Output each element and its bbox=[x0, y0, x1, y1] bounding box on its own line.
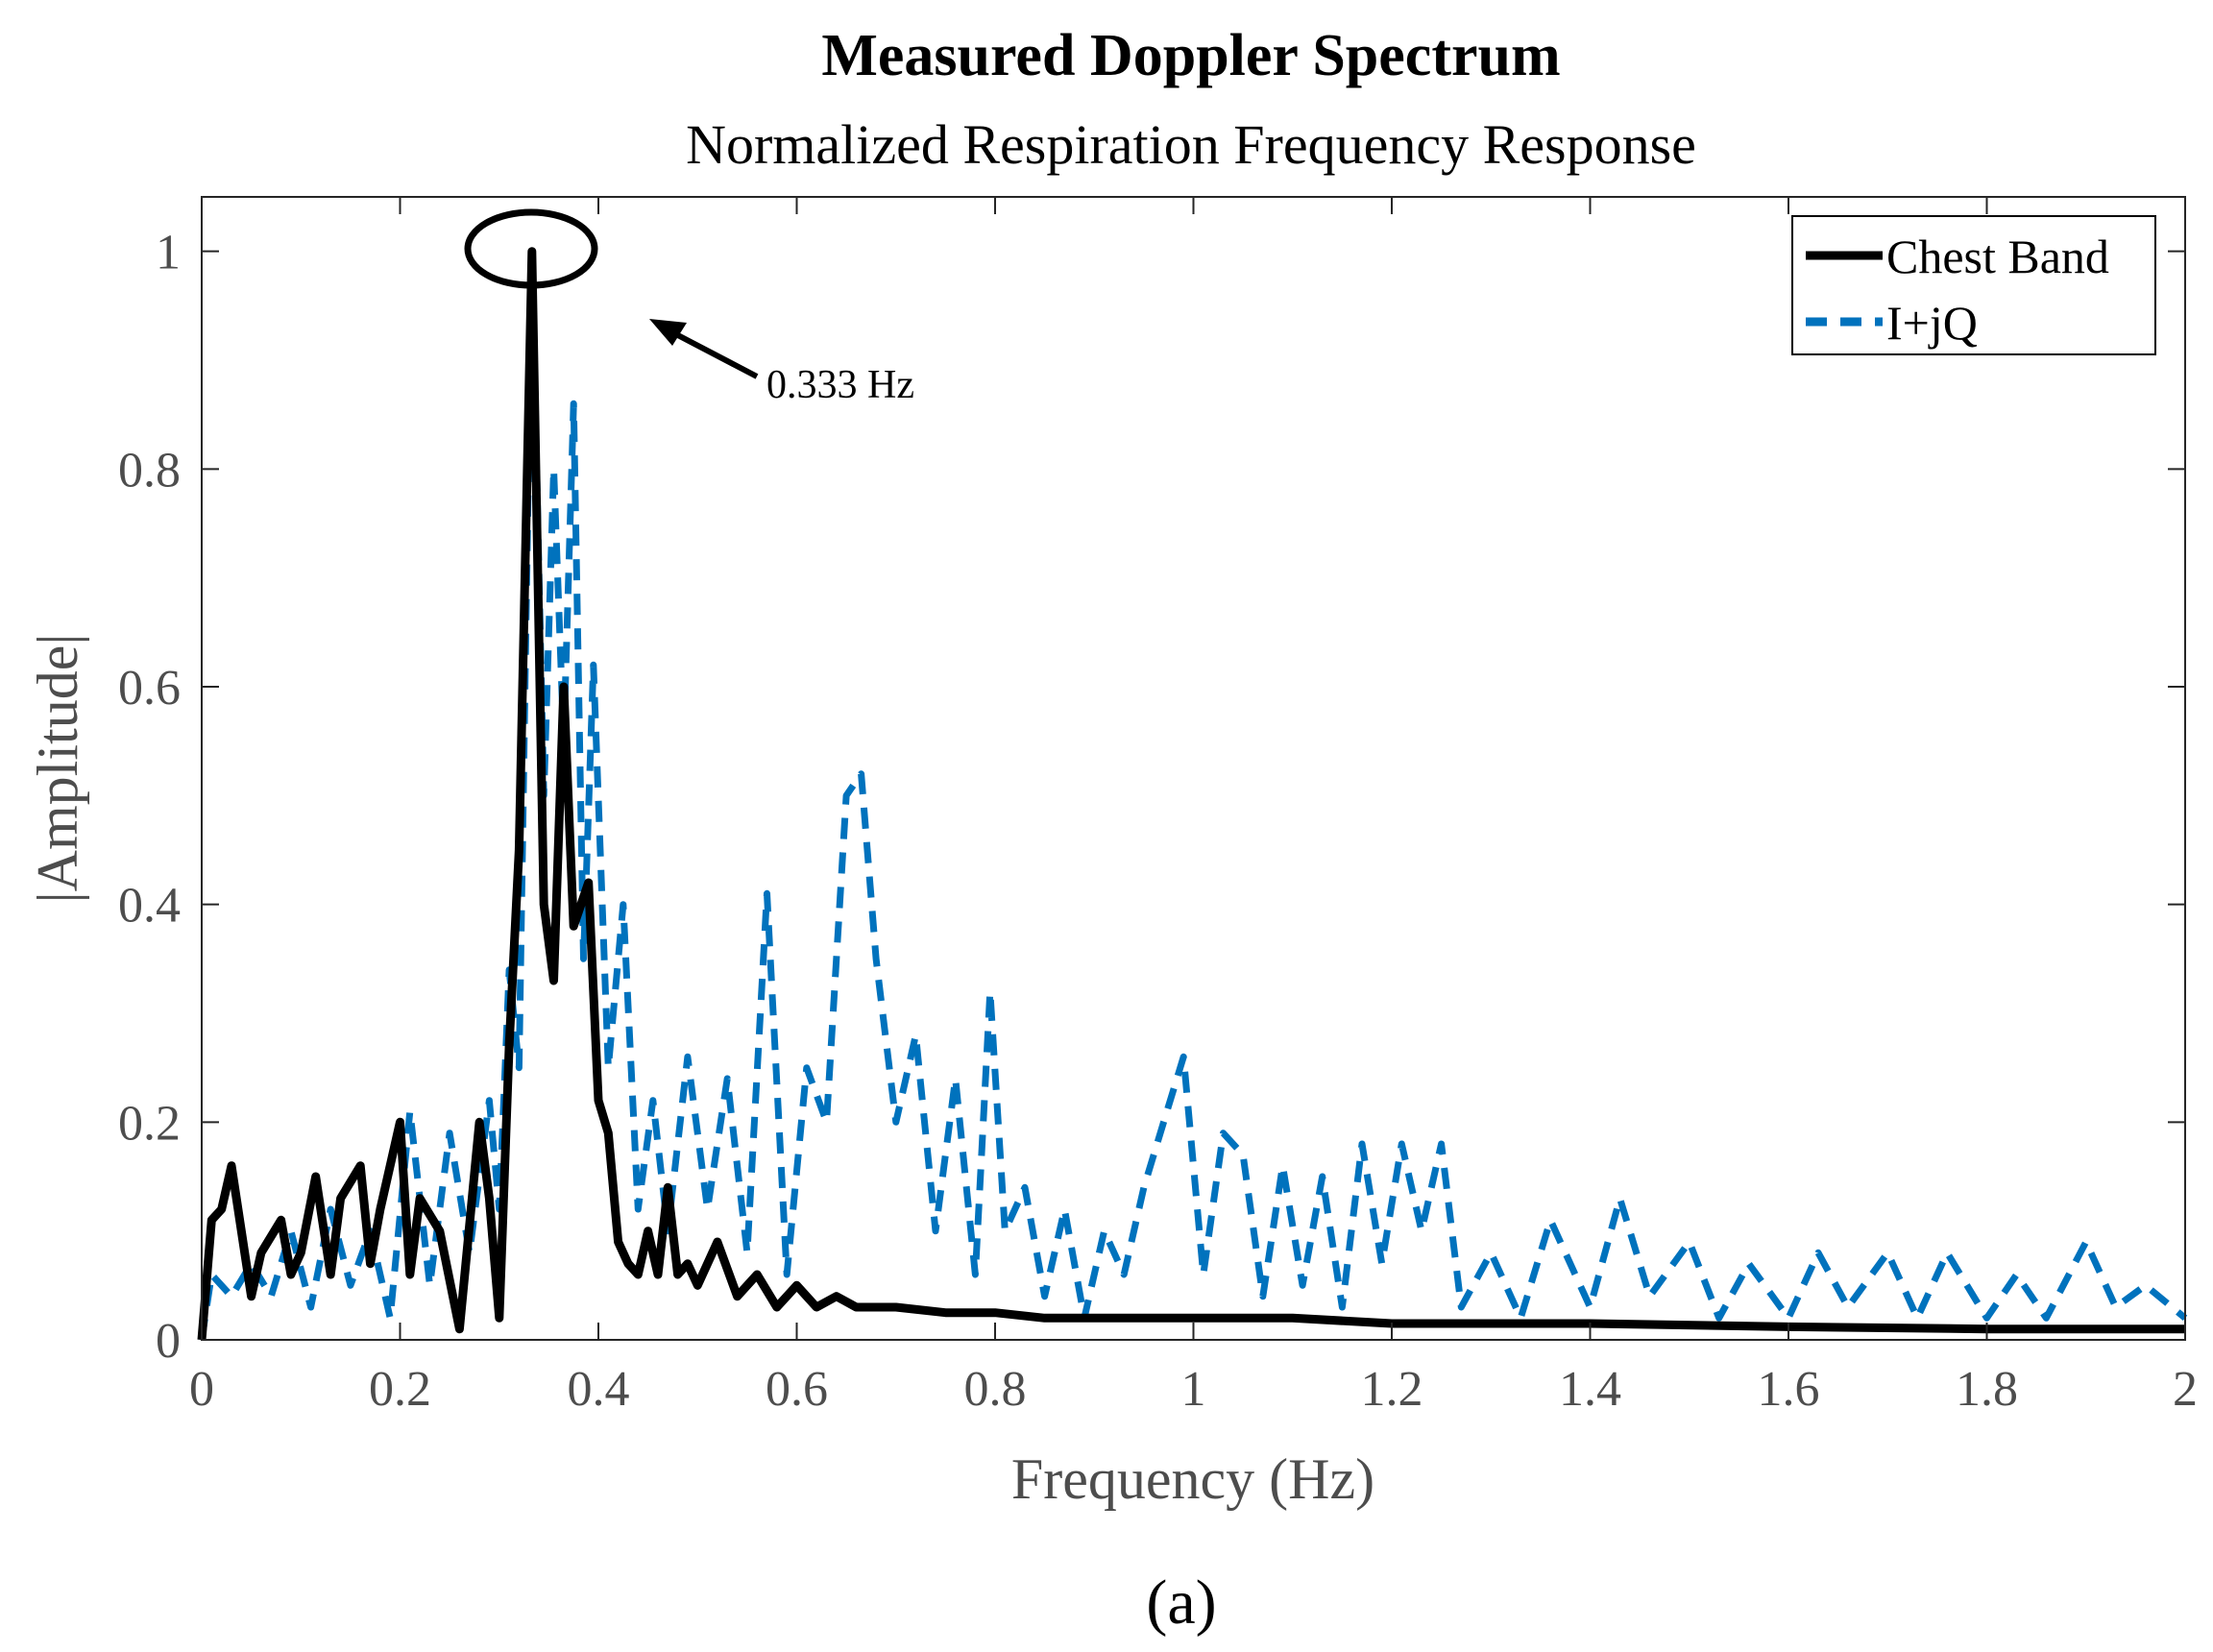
x-tick-label: 2 bbox=[2173, 1362, 2198, 1417]
x-axis-label: Frequency (Hz) bbox=[1011, 1447, 1374, 1511]
y-tick-label: 0.8 bbox=[118, 443, 181, 498]
x-tick-label: 1.4 bbox=[1559, 1362, 1621, 1417]
y-tick-label: 0.6 bbox=[118, 661, 181, 716]
chart-subtitle: Normalized Respiration Frequency Respons… bbox=[686, 113, 1696, 176]
peak-highlight-ellipse bbox=[464, 208, 598, 289]
annotation-arrow-head bbox=[649, 319, 687, 346]
legend-box bbox=[1791, 215, 2156, 355]
x-tick-label: 0.4 bbox=[568, 1362, 630, 1417]
x-tick-label: 1.6 bbox=[1758, 1362, 1820, 1417]
x-tick-label: 1.8 bbox=[1956, 1362, 2018, 1417]
y-tick-label: 0.2 bbox=[118, 1096, 181, 1151]
x-tick-label: 0.2 bbox=[369, 1362, 431, 1417]
annotation-arrow-shaft bbox=[670, 329, 759, 379]
chart-title: Measured Doppler Spectrum bbox=[821, 23, 1560, 88]
y-tick-label: 0 bbox=[156, 1314, 181, 1369]
legend-label-chest-band: Chest Band bbox=[1886, 230, 2109, 283]
legend-label-iq: I+jQ bbox=[1886, 296, 1978, 350]
x-tick-label: 0.6 bbox=[766, 1362, 828, 1417]
legend: Chest Band I+jQ bbox=[1791, 215, 2156, 355]
x-tick-label: 1.2 bbox=[1361, 1362, 1423, 1417]
peak-annotation: 0.333 Hz bbox=[464, 208, 914, 407]
x-tick-label: 1 bbox=[1181, 1362, 1206, 1417]
series-layer bbox=[197, 247, 2188, 1341]
figure-caption: (a) bbox=[1146, 1567, 1216, 1638]
annotation-label: 0.333 Hz bbox=[766, 363, 914, 407]
x-tick-label: 0 bbox=[189, 1362, 214, 1417]
y-tick-label: 1 bbox=[156, 226, 181, 280]
series-line-chest-band bbox=[197, 247, 2185, 1341]
tick-layer: 0 0.2 0.4 0.6 0.8 1 1.2 1.4 1.6 1.8 2 0 0.2 0.4 0.6 0.8… bbox=[118, 197, 2198, 1417]
plot-area: 0 0.2 0.4 0.6 0.8 1 1.2 1.4 1.6 1.8 2 0 0.2 0.4 0.6 0.8… bbox=[118, 196, 2198, 1417]
y-tick-label: 0.4 bbox=[118, 879, 181, 934]
y-axis-label: |Amplitude| bbox=[26, 634, 89, 904]
x-tick-label: 0.8 bbox=[964, 1362, 1027, 1417]
